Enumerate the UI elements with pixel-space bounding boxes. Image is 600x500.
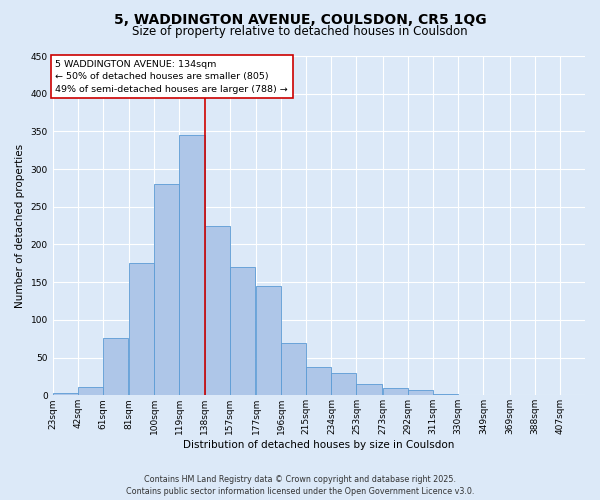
Bar [103,338,128,396]
Bar [53,393,78,396]
Bar [129,264,154,396]
Bar [281,342,306,396]
Bar [383,388,408,396]
Bar [256,286,281,396]
Bar [433,394,458,396]
Text: Size of property relative to detached houses in Coulsdon: Size of property relative to detached ho… [132,25,468,38]
Bar [154,184,179,396]
Bar [230,267,255,396]
X-axis label: Distribution of detached houses by size in Coulsdon: Distribution of detached houses by size … [183,440,455,450]
Text: 5 WADDINGTON AVENUE: 134sqm
← 50% of detached houses are smaller (805)
49% of se: 5 WADDINGTON AVENUE: 134sqm ← 50% of det… [55,60,288,94]
Bar [356,384,382,396]
Text: Contains HM Land Registry data © Crown copyright and database right 2025.
Contai: Contains HM Land Registry data © Crown c… [126,475,474,496]
Bar [78,387,103,396]
Y-axis label: Number of detached properties: Number of detached properties [15,144,25,308]
Bar [205,226,230,396]
Bar [306,368,331,396]
Bar [408,390,433,396]
Text: 5, WADDINGTON AVENUE, COULSDON, CR5 1QG: 5, WADDINGTON AVENUE, COULSDON, CR5 1QG [113,12,487,26]
Bar [179,135,205,396]
Bar [331,372,356,396]
